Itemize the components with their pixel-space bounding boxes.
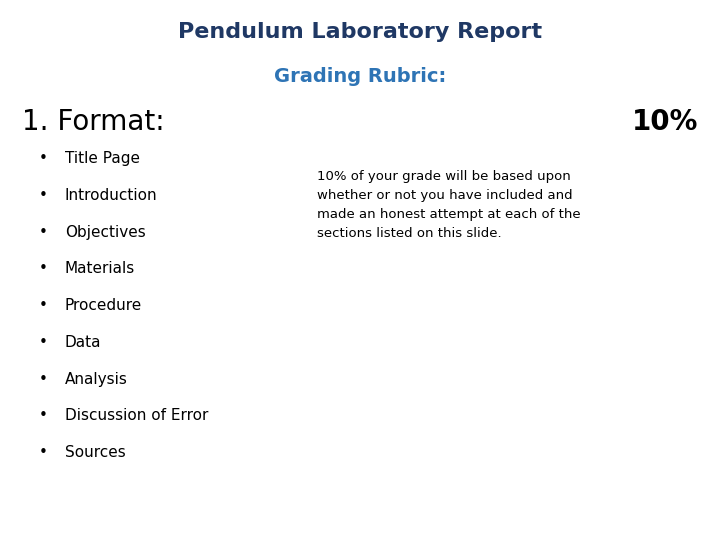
Text: •: • xyxy=(39,335,48,350)
Text: Objectives: Objectives xyxy=(65,225,145,240)
Text: Title Page: Title Page xyxy=(65,151,140,166)
Text: •: • xyxy=(39,225,48,240)
Text: •: • xyxy=(39,298,48,313)
Text: Pendulum Laboratory Report: Pendulum Laboratory Report xyxy=(178,22,542,42)
Text: •: • xyxy=(39,151,48,166)
Text: •: • xyxy=(39,188,48,203)
Text: •: • xyxy=(39,408,48,423)
Text: Analysis: Analysis xyxy=(65,372,127,387)
Text: Data: Data xyxy=(65,335,102,350)
Text: Grading Rubric:: Grading Rubric: xyxy=(274,68,446,86)
Text: Discussion of Error: Discussion of Error xyxy=(65,408,208,423)
Text: 10%: 10% xyxy=(632,108,698,136)
Text: Introduction: Introduction xyxy=(65,188,158,203)
Text: Sources: Sources xyxy=(65,445,125,460)
Text: 10% of your grade will be based upon
whether or not you have included and
made a: 10% of your grade will be based upon whe… xyxy=(317,170,580,240)
Text: 1. Format:: 1. Format: xyxy=(22,108,164,136)
Text: Procedure: Procedure xyxy=(65,298,142,313)
Text: Materials: Materials xyxy=(65,261,135,276)
Text: •: • xyxy=(39,261,48,276)
Text: •: • xyxy=(39,445,48,460)
Text: •: • xyxy=(39,372,48,387)
